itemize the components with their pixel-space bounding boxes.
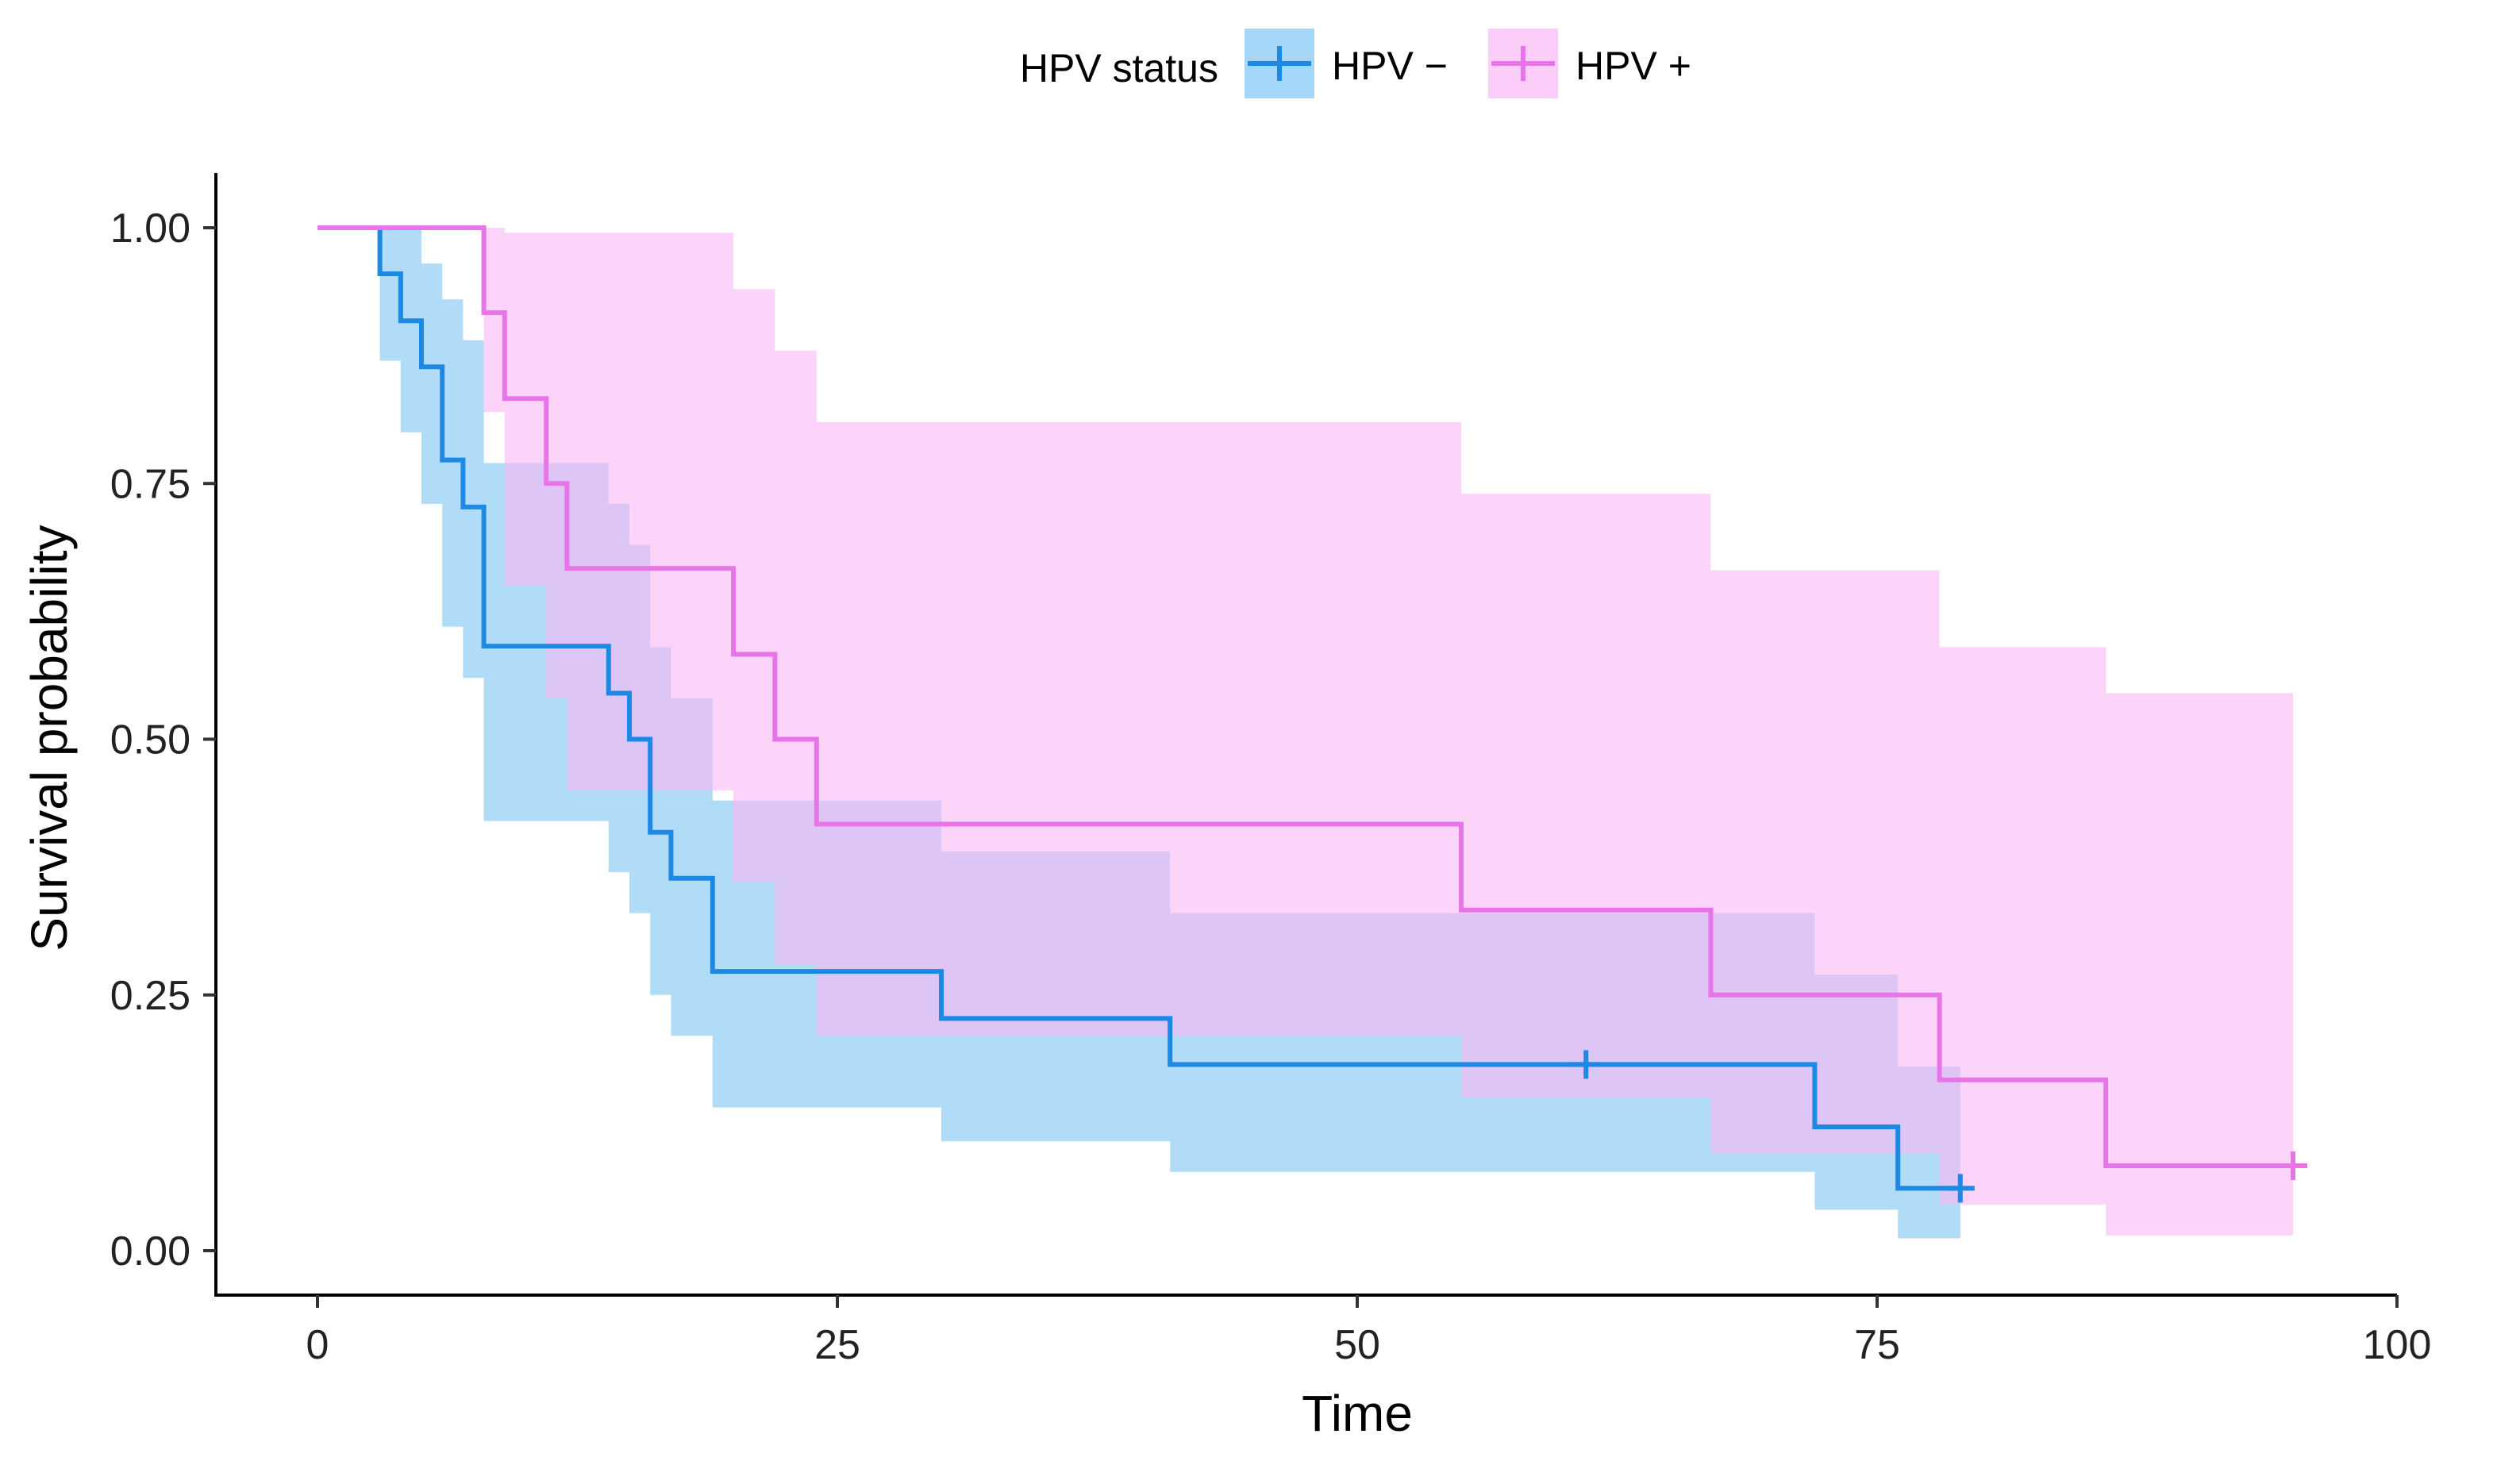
x-tick-label: 25 xyxy=(814,1322,860,1368)
y-axis-title: Survival probability xyxy=(21,525,78,951)
hpv-negative-censor-mark xyxy=(1945,1174,1975,1203)
censor-marks xyxy=(1572,1050,2307,1203)
axes: 0 25 50 75 100 0.00 0.25 0.50 0.75 1.00 xyxy=(110,173,2432,1368)
confidence-bands xyxy=(317,228,2293,1239)
x-axis-title: Time xyxy=(1302,1385,1413,1442)
legend-title: HPV status xyxy=(1020,46,1218,90)
hpv-positive-censor-mark xyxy=(2279,1151,2307,1181)
hpv-positive-survival-curve xyxy=(317,225,2293,1168)
y-tick-label: 0.25 xyxy=(110,973,190,1019)
legend-entry-hpv-positive: HPV + xyxy=(1488,29,1691,98)
y-tick-label: 1.00 xyxy=(110,206,190,252)
hpv-positive-confidence-band xyxy=(317,228,2293,1236)
legend-label-hpv-negative: HPV − xyxy=(1332,44,1448,88)
y-tick-label: 0.75 xyxy=(110,461,190,507)
hpv-negative-survival-curve xyxy=(317,225,1960,1191)
x-tick-label: 100 xyxy=(2363,1322,2432,1368)
legend: HPV status HPV − HPV + xyxy=(1020,29,1691,98)
survival-curves xyxy=(317,225,2293,1191)
x-tick-label: 75 xyxy=(1854,1322,1900,1368)
hpv-negative-censor-mark xyxy=(1572,1050,1601,1079)
legend-entry-hpv-negative: HPV − xyxy=(1245,29,1448,98)
x-tick-label: 0 xyxy=(306,1322,329,1368)
y-tick-label: 0.50 xyxy=(110,717,190,763)
y-tick-label: 0.00 xyxy=(110,1228,190,1274)
legend-label-hpv-positive: HPV + xyxy=(1575,44,1691,88)
x-tick-label: 50 xyxy=(1334,1322,1380,1368)
